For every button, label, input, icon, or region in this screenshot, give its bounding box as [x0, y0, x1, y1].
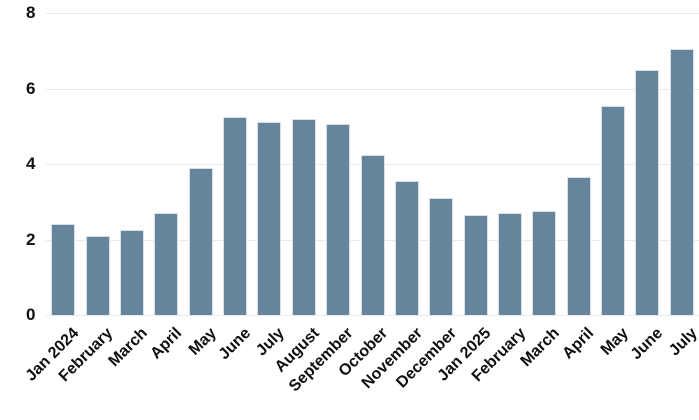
bar: [154, 213, 179, 315]
y-tick-label: 0: [26, 305, 36, 324]
x-tick-label: June: [627, 324, 667, 364]
bar: [463, 214, 488, 315]
bar: [635, 69, 660, 315]
bar: [566, 177, 591, 315]
bar: [51, 224, 76, 315]
bar: [669, 48, 694, 315]
bar: [326, 124, 351, 315]
x-tick-label: April: [147, 324, 186, 363]
x-tick-label: May: [185, 324, 220, 359]
x-tick-label: June: [215, 324, 254, 364]
bar: [429, 197, 454, 315]
bar: [257, 122, 282, 315]
bar: [85, 235, 110, 315]
bar: [497, 213, 522, 315]
bar: [291, 118, 316, 315]
bar: [223, 116, 248, 315]
x-tick-label: March: [105, 324, 151, 371]
y-tick-label: 2: [26, 229, 36, 249]
bar: [188, 167, 213, 315]
gridline: [46, 315, 699, 316]
y-tick-label: 8: [26, 3, 36, 22]
x-tick-label: April: [559, 324, 598, 363]
bar: [532, 211, 557, 315]
bar: [360, 154, 385, 315]
x-tick-label: July: [665, 324, 699, 360]
bar: [394, 181, 419, 315]
bar: [601, 105, 626, 315]
y-tick-label: 4: [26, 154, 36, 173]
bar: [119, 230, 144, 315]
x-tick-label: May: [597, 324, 632, 359]
y-tick-label: 6: [26, 78, 36, 98]
plot-area: [46, 13, 699, 316]
gridline: [46, 13, 699, 14]
gridline: [46, 88, 699, 90]
